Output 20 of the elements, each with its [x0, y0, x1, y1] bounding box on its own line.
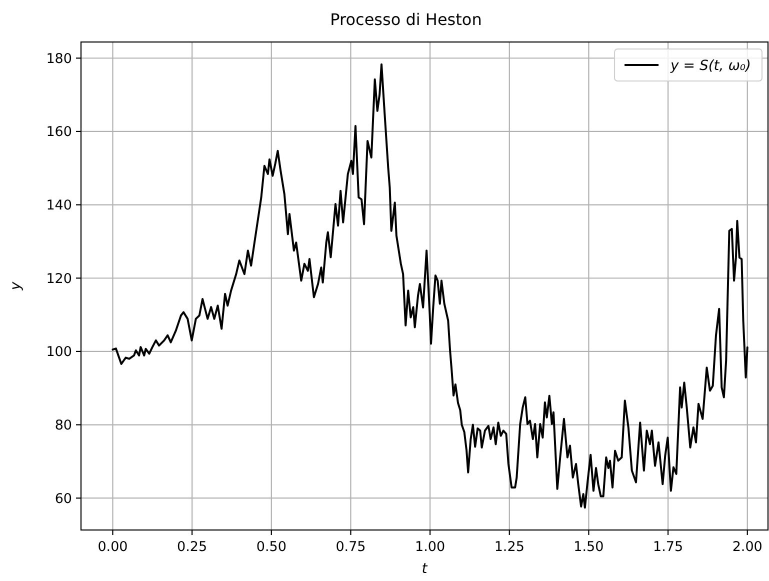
x-tick-label: 0.00 [98, 539, 128, 555]
x-tick-label: 1.25 [494, 539, 524, 555]
y-tick-label: 140 [46, 198, 72, 214]
chart-title: Processo di Heston [330, 10, 482, 29]
x-tick-label: 0.75 [336, 539, 366, 555]
y-tick-label: 120 [46, 270, 72, 287]
x-tick-label: 1.00 [415, 539, 446, 555]
y-axis-title: y [8, 281, 24, 292]
legend-label: y = S(t, ω₀) [670, 58, 751, 74]
y-tick-label: 100 [46, 344, 72, 360]
y-tick-label: 80 [54, 418, 72, 434]
y-tick-label: 160 [46, 124, 72, 140]
x-tick-label: 0.25 [177, 539, 208, 555]
x-tick-label: 1.50 [574, 539, 604, 555]
x-tick-label: 0.50 [256, 539, 286, 555]
y-tick-label: 60 [54, 490, 72, 507]
y-tick-label: 180 [46, 50, 72, 67]
x-tick-label: 1.75 [653, 539, 684, 555]
x-tick-label: 2.00 [732, 539, 762, 555]
x-axis-title: t [422, 561, 428, 577]
